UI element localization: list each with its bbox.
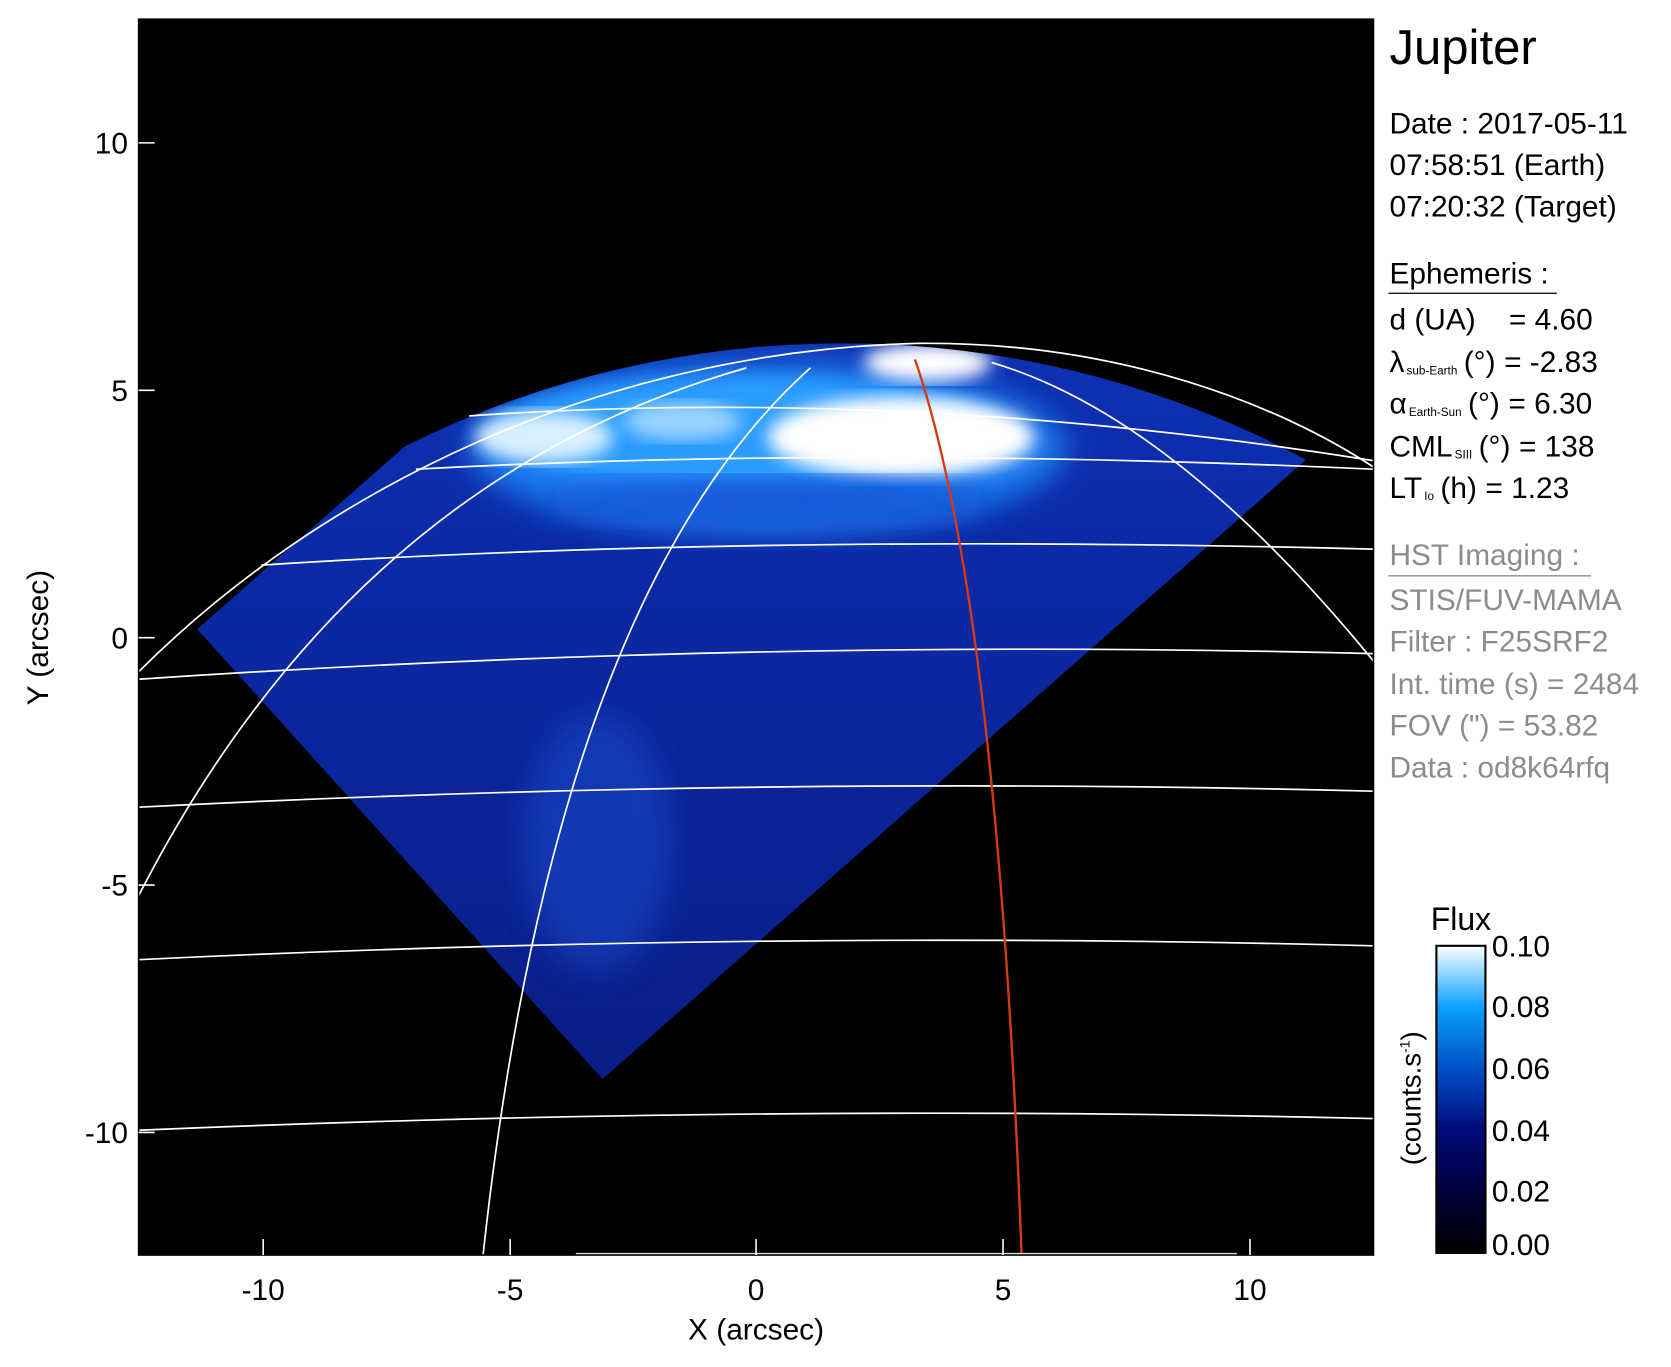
y-tick-label: -10 [85,1117,128,1150]
instrument: STIS/FUV-MAMA [1389,584,1621,617]
ephemeris-heading: Ephemeris : [1389,258,1548,291]
integration-time: Int. time (s) = 2484 [1389,668,1639,701]
data-id: Data : od8k64rfq [1389,751,1610,784]
colorbar-tick-label: 0.06 [1492,1053,1550,1086]
longitude-grid [138,342,1374,1256]
hst-heading: HST Imaging : [1389,539,1579,572]
target-time: 07:20:32 (Target) [1389,190,1616,223]
image-footprint [197,343,1317,1080]
cml-row: CML SIII (°) = 138 [1389,430,1594,463]
y-tick-label: 5 [111,375,128,408]
colorbar-unit-label: (counts.s-1) [1395,1031,1426,1165]
distance-row: d (UA) = 4.60 [1389,303,1592,336]
info-panel: Jupiter Date : 2017-05-11 07:58:51 (Eart… [1388,21,1639,784]
x-tick-label: 5 [995,1274,1012,1307]
x-axis: -10 -5 0 5 10 X (arcsec) [242,1274,1267,1346]
colorbar-tick-label: 0.00 [1492,1229,1550,1262]
date-line: Date : 2017-05-11 [1389,107,1627,140]
x-tick-label: -10 [242,1274,285,1307]
reference-meridian-line [913,358,1023,1256]
x-tick-label: 0 [748,1274,765,1307]
colorbar-title: Flux [1431,901,1491,937]
x-tick-label: -5 [497,1274,524,1307]
colorbar-tick-label: 0.04 [1492,1115,1550,1148]
phase-angle-row: α Earth-Sun (°) = 6.30 [1389,388,1592,421]
latitude-grid [138,406,1374,1132]
earth-time: 07:58:51 (Earth) [1389,149,1605,182]
aurora-emission [469,343,1067,971]
y-axis: 10 5 0 -5 -10 Y (arcsec) [22,128,128,1151]
plot-area [138,19,1374,1256]
filter: Filter : F25SRF2 [1389,626,1608,659]
sub-earth-latitude-row: λ sub-Earth (°) = -2.83 [1389,346,1597,379]
y-axis-title: Y (arcsec) [22,570,55,705]
io-local-time-row: LT Io (h) = 1.23 [1389,472,1569,505]
y-tick-label: -5 [101,870,128,903]
x-tick-label: 10 [1233,1274,1266,1307]
field-of-view: FOV (") = 53.82 [1389,710,1598,743]
axis-ticks [138,142,1251,1256]
colorbar-gradient [1435,944,1487,1254]
colorbar: Flux 0.10 0.08 0.06 0.04 0.02 0.00 (coun… [1395,901,1550,1262]
y-tick-label: 10 [95,128,128,161]
colorbar-tick-label: 0.02 [1492,1176,1550,1209]
x-axis-title: X (arcsec) [688,1313,824,1346]
colorbar-tick-label: 0.08 [1492,991,1550,1024]
y-tick-label: 0 [111,622,128,655]
target-name: Jupiter [1389,21,1536,75]
colorbar-tick-label: 0.10 [1492,930,1550,963]
detector-footprint [197,343,1317,1080]
